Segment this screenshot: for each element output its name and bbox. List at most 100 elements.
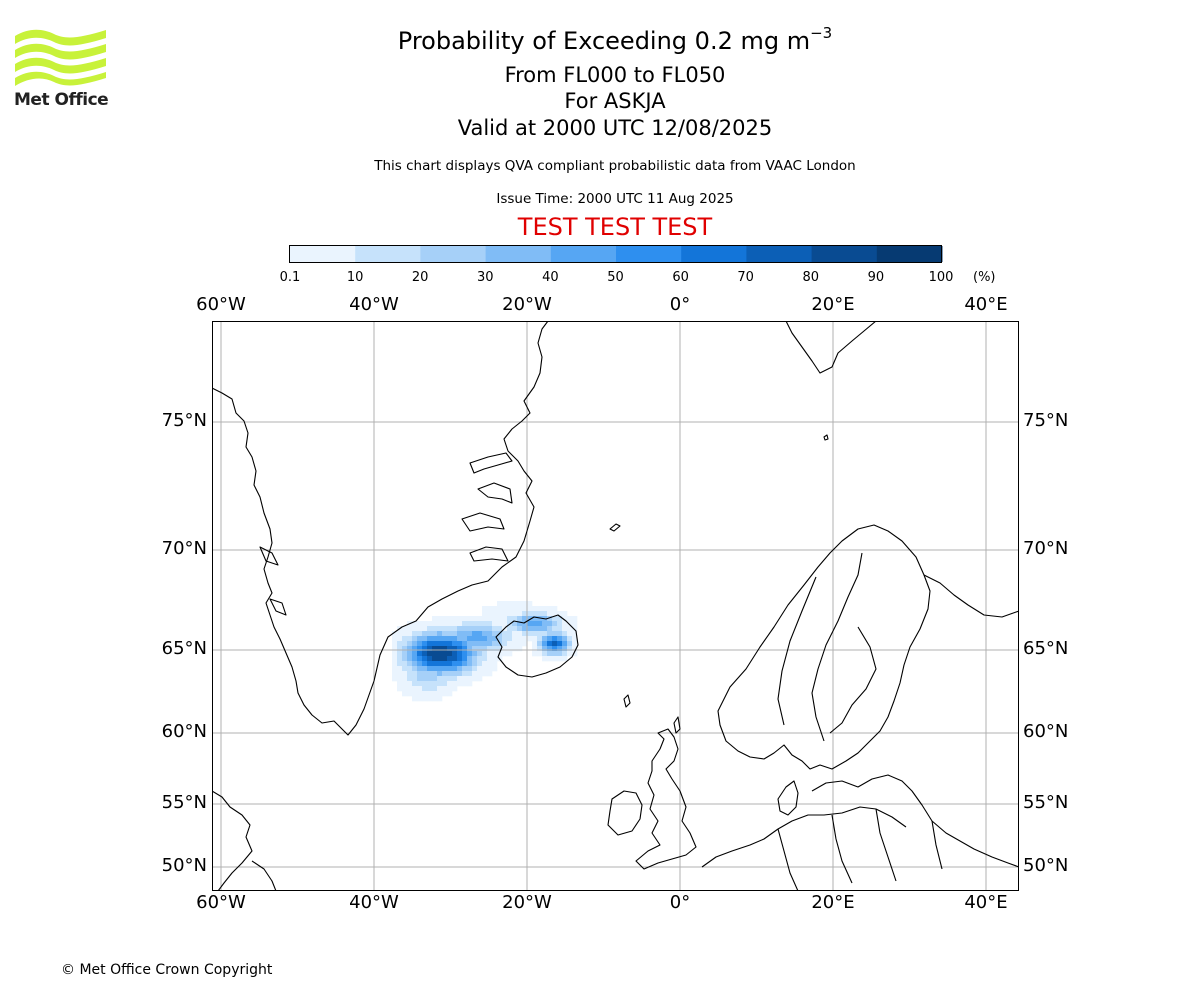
longitude-label: 60°W	[196, 294, 246, 315]
colorbar-segment	[876, 246, 943, 262]
ash-probability-cell	[407, 631, 413, 637]
russia-coast	[923, 574, 1019, 618]
ash-probability-cell	[482, 671, 488, 677]
ash-probability-cell	[422, 656, 428, 662]
ash-probability-cell	[412, 631, 418, 637]
ash-probability-cell	[447, 621, 453, 627]
greenland-coast	[212, 321, 549, 736]
ash-probability-cell	[542, 611, 548, 617]
ash-probability-cell	[422, 696, 428, 702]
ash-probability-cell	[412, 641, 418, 647]
colorbar-tick-label: 50	[607, 270, 624, 285]
ash-probability-cell	[477, 671, 483, 677]
ash-probability-cell	[432, 651, 438, 657]
ash-probability-cell	[487, 626, 493, 632]
country-border	[831, 814, 853, 884]
ash-probability-cell	[427, 661, 433, 667]
ash-probability-cell	[437, 671, 443, 677]
ash-probability-cell	[482, 641, 488, 647]
ash-probability-cell	[547, 616, 553, 622]
ash-probability-cell	[547, 621, 553, 627]
ash-probability-cell	[542, 606, 548, 612]
ash-probability-cell	[482, 621, 488, 627]
ash-probability-cell	[417, 661, 423, 667]
ash-probability-cell	[467, 616, 473, 622]
ash-probability-cell	[557, 631, 563, 637]
ash-probability-cell	[452, 621, 458, 627]
country-border	[777, 828, 799, 891]
ash-probability-cell	[422, 651, 428, 657]
longitude-label: 40°W	[349, 294, 399, 315]
ash-probability-cell	[472, 666, 478, 672]
ash-probability-cell	[422, 666, 428, 672]
ash-probability-cell	[447, 656, 453, 662]
ash-probability-cell	[437, 631, 443, 637]
ash-probability-cell	[482, 616, 488, 622]
greenland-fjord	[259, 546, 279, 566]
ash-probability-cell	[517, 606, 523, 612]
ash-probability-cell	[442, 656, 448, 662]
ash-probability-cell	[442, 641, 448, 647]
coastlines	[212, 321, 1019, 891]
ash-probability-cell	[442, 686, 448, 692]
subtitle: This chart displays QVA compliant probab…	[374, 158, 856, 174]
ash-probability-cell	[567, 631, 573, 637]
ash-probability-cell	[512, 626, 518, 632]
latitude-label: 70°N	[161, 538, 207, 559]
ash-probability-cell	[462, 616, 468, 622]
ash-probability-cell	[472, 646, 478, 652]
ash-probability-cell	[447, 691, 453, 697]
latitude-label: 75°N	[161, 410, 207, 431]
ash-probability-cell	[422, 691, 428, 697]
ash-probability-cell	[447, 671, 453, 677]
ash-probability-cell	[412, 626, 418, 632]
ash-probability-cell	[447, 651, 453, 657]
ash-probability-cell	[442, 631, 448, 637]
ash-probability-cell	[517, 611, 523, 617]
ash-probability-cell	[492, 636, 498, 642]
ash-probability-cell	[562, 616, 568, 622]
ash-probability-cell	[457, 636, 463, 642]
ash-probability-cell	[537, 631, 543, 637]
ash-probability-cell	[492, 661, 498, 667]
ash-probability-cell	[402, 651, 408, 657]
ash-probability-cell	[527, 631, 533, 637]
ash-probability-cell	[417, 656, 423, 662]
ash-probability-cell	[437, 681, 443, 687]
ash-probability-cell	[567, 616, 573, 622]
ash-probability-cell	[402, 671, 408, 677]
ash-probability-cell	[422, 631, 428, 637]
ash-probability-cell	[487, 611, 493, 617]
ash-probability-cell	[457, 656, 463, 662]
latitude-label: 60°N	[161, 721, 207, 742]
ash-probability-cell	[437, 646, 443, 652]
ash-probability-cell	[522, 636, 528, 642]
ash-probability-cell	[437, 656, 443, 662]
ash-probability-cell	[407, 636, 413, 642]
ireland-coast	[607, 790, 643, 836]
ash-probability-cell	[492, 621, 498, 627]
ash-probability-cell	[562, 641, 568, 647]
ash-probability-cell	[457, 626, 463, 632]
test-banner: TEST TEST TEST	[517, 213, 713, 241]
ash-probability-cell	[417, 666, 423, 672]
ash-probability-cell	[462, 671, 468, 677]
met-office-logo-icon	[15, 29, 106, 86]
ash-probability-cell	[437, 696, 443, 702]
ash-probability-cell	[497, 636, 503, 642]
ash-probability-cell	[462, 651, 468, 657]
ash-probability-cell	[457, 621, 463, 627]
ash-probability-cell	[482, 626, 488, 632]
denmark-coast	[777, 780, 799, 816]
ash-probability-cell	[572, 621, 578, 627]
ash-probability-cell	[472, 626, 478, 632]
ash-probability-cell	[422, 676, 428, 682]
colorbar-segment	[290, 246, 356, 262]
ash-probability-cell	[527, 636, 533, 642]
latitude-label: 65°N	[161, 638, 207, 659]
ash-probability-cell	[497, 611, 503, 617]
ash-probability-cell	[412, 686, 418, 692]
ash-probability-cell	[487, 666, 493, 672]
ash-probability-cell	[477, 616, 483, 622]
ash-probability-cell	[432, 686, 438, 692]
